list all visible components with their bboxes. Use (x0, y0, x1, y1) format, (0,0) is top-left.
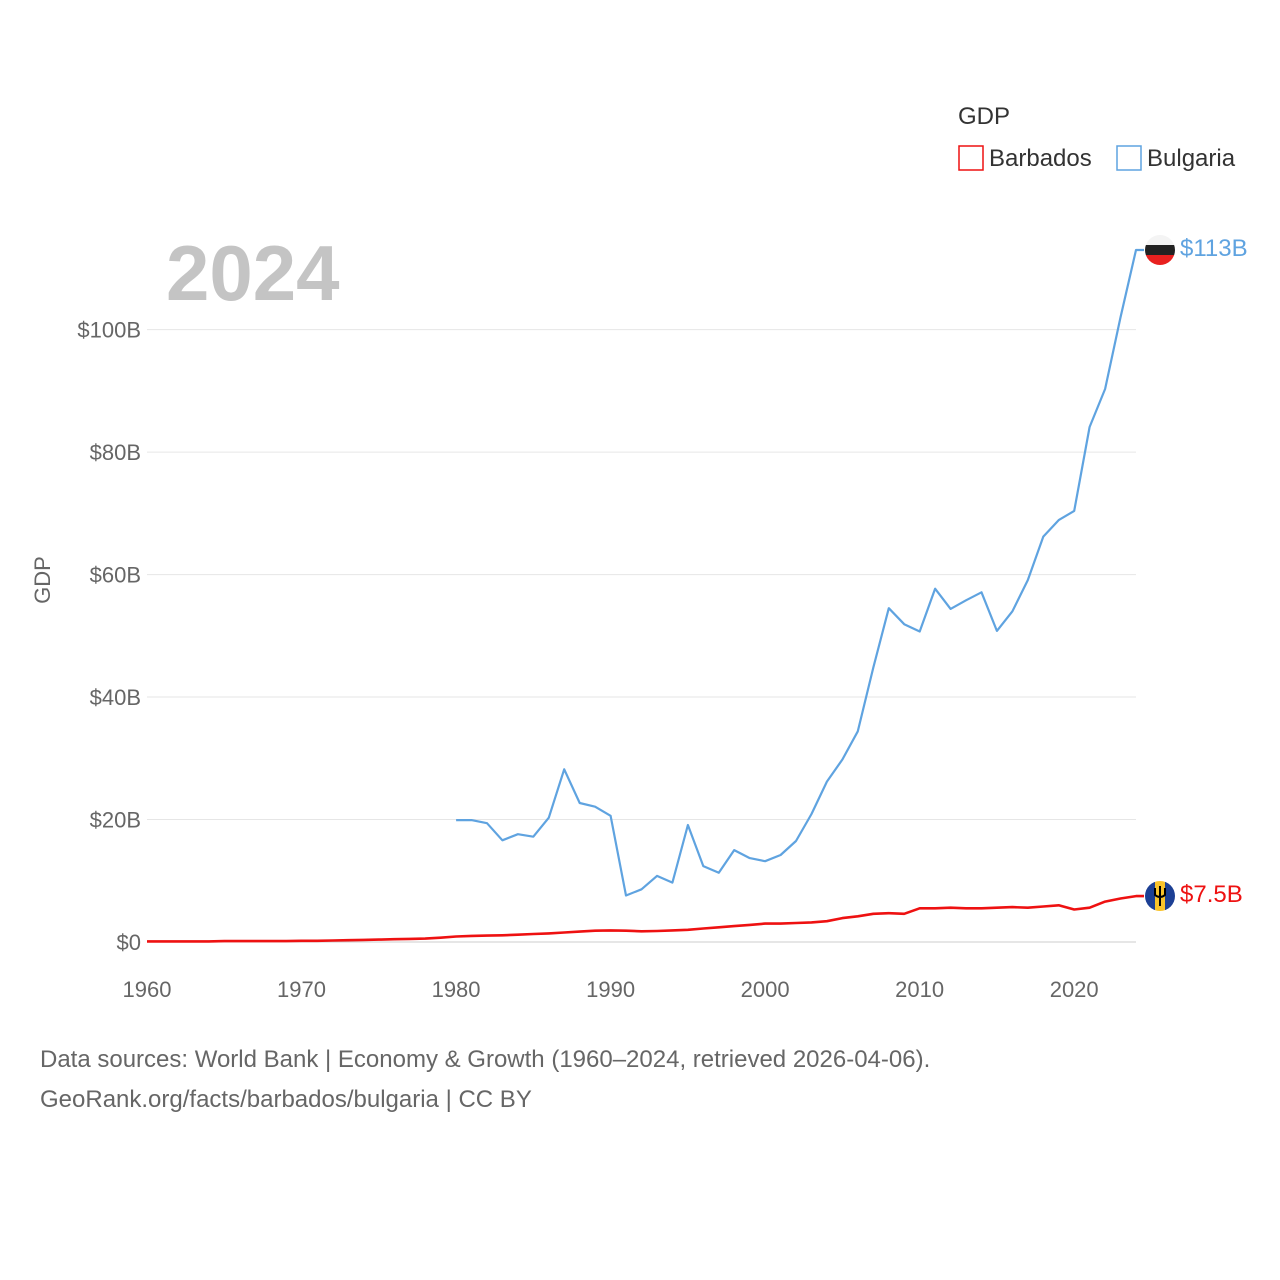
year-label: 2024 (166, 229, 340, 317)
y-tick-label: $0 (117, 930, 141, 955)
x-tick-label: 2000 (741, 977, 790, 1002)
grid-lines (147, 329, 1136, 943)
y-tick-label: $100B (77, 318, 141, 343)
legend-title: GDP (958, 103, 1010, 130)
series-line-bulgaria[interactable] (456, 248, 1144, 897)
end-label-barbados: $7.5B (1180, 881, 1243, 908)
x-tick-label: 1980 (432, 977, 481, 1002)
y-tick-label: $80B (90, 440, 141, 465)
legend-swatch-barbados[interactable] (958, 145, 984, 171)
legend-label-bulgaria[interactable]: Bulgaria (1147, 145, 1236, 172)
x-tick-label: 1960 (123, 977, 172, 1002)
end-label-bulgaria: $113B (1180, 235, 1248, 262)
series-layer (147, 248, 1144, 943)
y-axis: $0 $20B $40B $60B $80B $100B (77, 318, 141, 955)
y-tick-label: $60B (90, 563, 141, 588)
legend-swatch-bulgaria[interactable] (1116, 145, 1142, 171)
y-tick-label: $40B (90, 685, 141, 710)
barbados-flag-icon (1145, 881, 1175, 911)
x-tick-label: 2010 (895, 977, 944, 1002)
y-axis-title: GDP (30, 556, 55, 604)
legend-label-barbados[interactable]: Barbados (989, 145, 1092, 172)
x-tick-label: 1990 (586, 977, 635, 1002)
series-line-barbados[interactable] (147, 894, 1144, 943)
bulgaria-flag-icon (1145, 235, 1175, 265)
x-tick-label: 2020 (1050, 977, 1099, 1002)
source-note: Data sources: World Bank | Economy & Gro… (40, 1046, 931, 1073)
x-axis: 1960 1970 1980 1990 2000 2010 2020 (123, 977, 1099, 1002)
source-link[interactable]: GeoRank.org/facts/barbados/bulgaria | CC… (40, 1086, 532, 1113)
y-tick-label: $20B (90, 808, 141, 833)
legend: GDP Barbados Bulgaria (958, 103, 1236, 172)
x-tick-label: 1970 (277, 977, 326, 1002)
